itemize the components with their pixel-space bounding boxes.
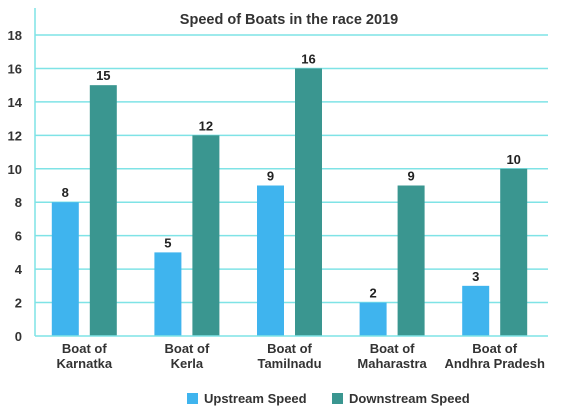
legend-label: Upstream Speed (204, 391, 307, 406)
data-label: 3 (472, 269, 479, 284)
y-tick-label: 18 (8, 28, 22, 43)
data-label: 2 (369, 286, 376, 301)
legend-swatch (332, 393, 343, 404)
bar (500, 168, 528, 336)
bar (257, 185, 284, 336)
y-axis-ticks: 0 2 4 6 8 10 12 14 16 18 (8, 28, 23, 344)
data-label: 9 (267, 169, 274, 184)
y-tick-label: 12 (8, 128, 22, 143)
y-tick-label: 4 (15, 262, 23, 277)
data-label: 10 (506, 152, 520, 167)
data-label: 15 (96, 68, 110, 83)
x-category-label: Kerla (171, 356, 204, 371)
legend-label: Downstream Speed (349, 391, 470, 406)
x-category-label: Boat of (62, 341, 107, 356)
y-tick-label: 16 (8, 61, 22, 76)
data-label: 5 (164, 235, 171, 250)
bar (397, 185, 425, 336)
data-label: 9 (407, 169, 414, 184)
bar (51, 202, 79, 336)
y-tick-label: 2 (15, 296, 22, 311)
y-tick-label: 0 (15, 329, 22, 344)
data-labels: 8 15 5 12 9 16 2 9 3 10 (62, 51, 521, 300)
bar (462, 285, 490, 336)
bars (51, 68, 528, 337)
y-tick-label: 10 (8, 162, 22, 177)
x-category-label: Boat of (370, 341, 415, 356)
x-category-label: Boat of (165, 341, 210, 356)
bar (295, 68, 322, 336)
bar (89, 85, 117, 337)
legend-swatch (187, 393, 198, 404)
data-label: 16 (301, 51, 315, 66)
x-category-label: Boat of (472, 341, 517, 356)
x-category-label: Maharastra (357, 356, 427, 371)
bar (359, 302, 387, 336)
x-category-label: Boat of (267, 341, 312, 356)
gridlines (35, 34, 548, 304)
y-tick-label: 14 (8, 95, 23, 110)
axes (34, 8, 548, 337)
legend: Upstream Speed Downstream Speed (187, 391, 470, 406)
x-category-label: Andhra Pradesh (444, 356, 544, 371)
bar (154, 252, 182, 336)
bar (192, 135, 220, 336)
chart-title: Speed of Boats in the race 2019 (180, 12, 398, 28)
x-category-label: Tamilnadu (257, 356, 321, 371)
data-label: 12 (199, 118, 213, 133)
x-category-label: Karnatka (56, 356, 112, 371)
y-tick-label: 8 (15, 195, 22, 210)
data-label: 8 (62, 185, 69, 200)
y-tick-label: 6 (15, 229, 22, 244)
